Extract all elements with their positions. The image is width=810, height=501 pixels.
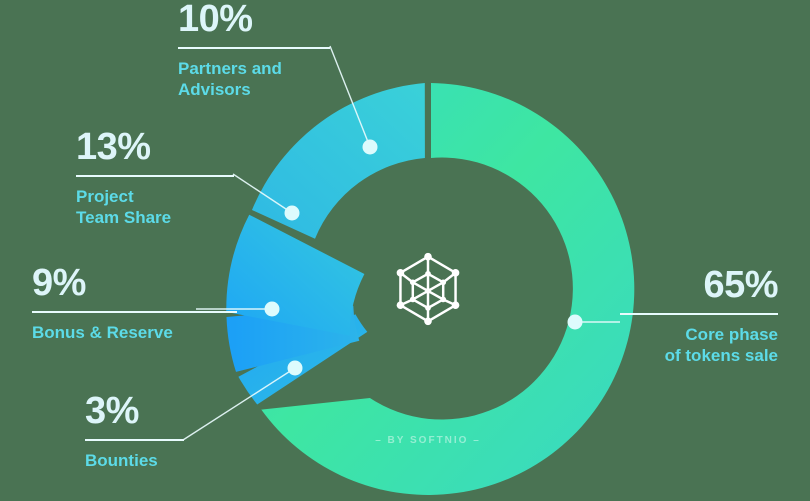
leader-line-bounties — [182, 367, 296, 441]
watermark-text: – BY SOFTNIO – — [375, 435, 481, 446]
callout-team-rule — [76, 175, 234, 177]
callout-bonus-percent: 9% — [32, 262, 86, 304]
callout-core[interactable]: 65% Core phase of tokens sale — [620, 264, 779, 367]
hexagon-network-icon — [396, 252, 460, 326]
marker-dot-core[interactable] — [567, 314, 583, 330]
callout-core-percent: 65% — [703, 264, 778, 306]
callout-bounties-rule — [85, 439, 184, 441]
callout-partners-rule — [178, 47, 330, 49]
callout-bounties-label: Bounties — [85, 451, 158, 470]
callout-bounties-percent: 3% — [85, 390, 139, 432]
marker-dots — [264, 139, 583, 376]
callout-bonus-label: Bonus & Reserve — [32, 323, 173, 342]
leader-line-team — [232, 173, 293, 214]
callout-partners-label: Partners and Advisors — [178, 59, 282, 100]
callout-core-rule — [620, 313, 778, 315]
segment-team[interactable] — [226, 214, 365, 336]
segment-core[interactable] — [261, 83, 635, 495]
marker-dot-team[interactable] — [284, 205, 300, 221]
callout-team-label: Project Team Share — [76, 187, 172, 228]
callout-partners[interactable]: 10% Partners and Advisors — [178, 0, 330, 101]
callout-core-label: Core phase of tokens sale — [664, 325, 778, 366]
callout-bounties[interactable]: 3% Bounties — [85, 392, 184, 471]
callout-partners-percent: 10% — [178, 0, 253, 40]
marker-dot-bounties[interactable] — [287, 360, 303, 376]
donut-segments — [226, 83, 635, 495]
segment-partners[interactable] — [252, 83, 425, 239]
callout-bonus-rule — [32, 311, 237, 313]
callout-team-percent: 13% — [76, 126, 151, 168]
leader-line-partners — [329, 45, 371, 148]
marker-dot-bonus[interactable] — [264, 301, 280, 317]
marker-dot-partners[interactable] — [362, 139, 378, 155]
callout-bonus[interactable]: 9% Bonus & Reserve — [32, 264, 237, 343]
callout-team[interactable]: 13% Project Team Share — [76, 128, 234, 229]
